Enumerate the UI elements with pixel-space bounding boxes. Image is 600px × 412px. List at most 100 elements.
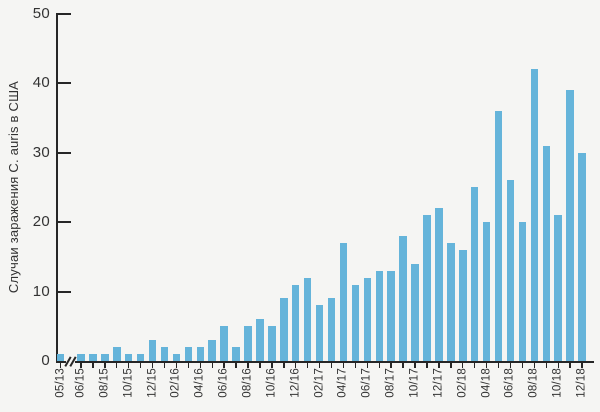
x-tick-label-text: 10/18 — [551, 368, 564, 398]
x-tick — [235, 363, 237, 368]
bar — [101, 354, 109, 361]
x-tick — [259, 363, 261, 368]
x-tick — [295, 363, 297, 368]
x-tick — [223, 363, 225, 368]
y-tick — [58, 221, 71, 223]
x-tick — [116, 363, 118, 368]
bar — [56, 354, 65, 361]
bar — [530, 69, 539, 361]
x-tick-label-text: 04/16 — [193, 368, 206, 398]
bar — [280, 298, 288, 361]
x-tick — [521, 363, 524, 368]
x-tick-label-text: 08/17 — [384, 368, 397, 398]
bar — [327, 298, 336, 361]
bar — [89, 354, 97, 361]
x-tick-label-text: 10/16 — [265, 368, 278, 398]
bar — [482, 222, 491, 361]
x-tick — [509, 363, 512, 368]
bar — [172, 354, 181, 361]
bar — [470, 187, 479, 361]
bar — [387, 270, 395, 361]
x-tick — [92, 363, 94, 368]
x-tick-label-text: 08/15 — [98, 368, 111, 398]
x-tick — [128, 363, 130, 368]
x-tick — [473, 363, 476, 368]
bar — [244, 326, 252, 361]
x-tick — [581, 363, 583, 368]
bar — [339, 242, 348, 361]
bar — [268, 326, 276, 361]
x-tick-label-text: 12/15 — [146, 368, 159, 398]
x-tick — [557, 363, 559, 368]
x-tick-label-text: 04/18 — [480, 368, 493, 398]
bar — [435, 208, 443, 361]
x-tick — [402, 363, 404, 368]
bar — [375, 270, 383, 361]
x-tick — [545, 363, 547, 368]
x-tick — [366, 363, 368, 368]
x-tick-label-text: 12/18 — [575, 368, 588, 398]
bar — [518, 222, 527, 361]
x-tick-label-text: 12/16 — [289, 368, 302, 398]
y-tick-label: 10 — [32, 282, 50, 300]
y-tick — [58, 151, 71, 154]
bar — [363, 277, 372, 361]
x-tick — [426, 363, 428, 368]
y-tick — [58, 290, 71, 293]
x-tick — [414, 363, 416, 368]
x-tick — [104, 363, 106, 368]
bar — [315, 305, 324, 361]
x-tick — [390, 363, 392, 368]
bar — [208, 340, 216, 361]
bar — [542, 145, 551, 361]
x-tick-label-text: 06/17 — [360, 368, 373, 398]
bar — [220, 326, 228, 361]
x-axis-line — [56, 361, 594, 363]
bar — [196, 347, 205, 361]
x-tick-label-text: 06/18 — [503, 368, 516, 398]
x-tick — [450, 363, 452, 368]
x-tick — [497, 363, 500, 368]
x-tick — [187, 363, 190, 368]
x-tick — [271, 363, 273, 368]
x-tick — [175, 363, 178, 368]
y-tick — [58, 82, 71, 84]
bar — [578, 152, 586, 361]
bar — [459, 249, 467, 361]
x-tick — [80, 363, 82, 368]
x-tick — [485, 363, 488, 368]
y-tick-label: 40 — [32, 74, 50, 91]
bar — [232, 347, 240, 361]
x-tick — [247, 363, 249, 368]
x-tick — [283, 363, 285, 368]
bar — [554, 215, 562, 361]
bar — [124, 354, 133, 361]
y-tick — [58, 12, 71, 15]
x-tick — [151, 363, 154, 368]
x-tick-label-text: 04/17 — [336, 368, 349, 398]
x-tick — [569, 363, 571, 368]
x-tick — [330, 363, 333, 368]
y-tick-label: 20 — [32, 213, 50, 230]
y-tick-label: 50 — [32, 4, 50, 22]
bar — [423, 215, 431, 361]
x-tick — [533, 363, 536, 368]
bar — [447, 242, 455, 361]
bar — [506, 180, 515, 361]
bar — [351, 284, 360, 361]
y-tick-label: 0 — [41, 352, 50, 369]
y-axis-line — [56, 13, 58, 362]
bar — [77, 354, 85, 361]
bar — [136, 354, 145, 361]
x-tick — [306, 363, 309, 368]
x-tick-label-text: 02/16 — [169, 368, 182, 398]
x-tick-label-text: 12/17 — [432, 368, 445, 398]
x-tick-label-text: 08/18 — [527, 368, 540, 398]
x-tick — [354, 363, 357, 368]
bar — [184, 347, 193, 361]
y-tick-label: 30 — [32, 143, 50, 161]
x-tick-label-text: 06/15 — [74, 368, 87, 398]
x-tick — [438, 363, 440, 368]
x-tick-label-text: 08/16 — [241, 368, 254, 398]
